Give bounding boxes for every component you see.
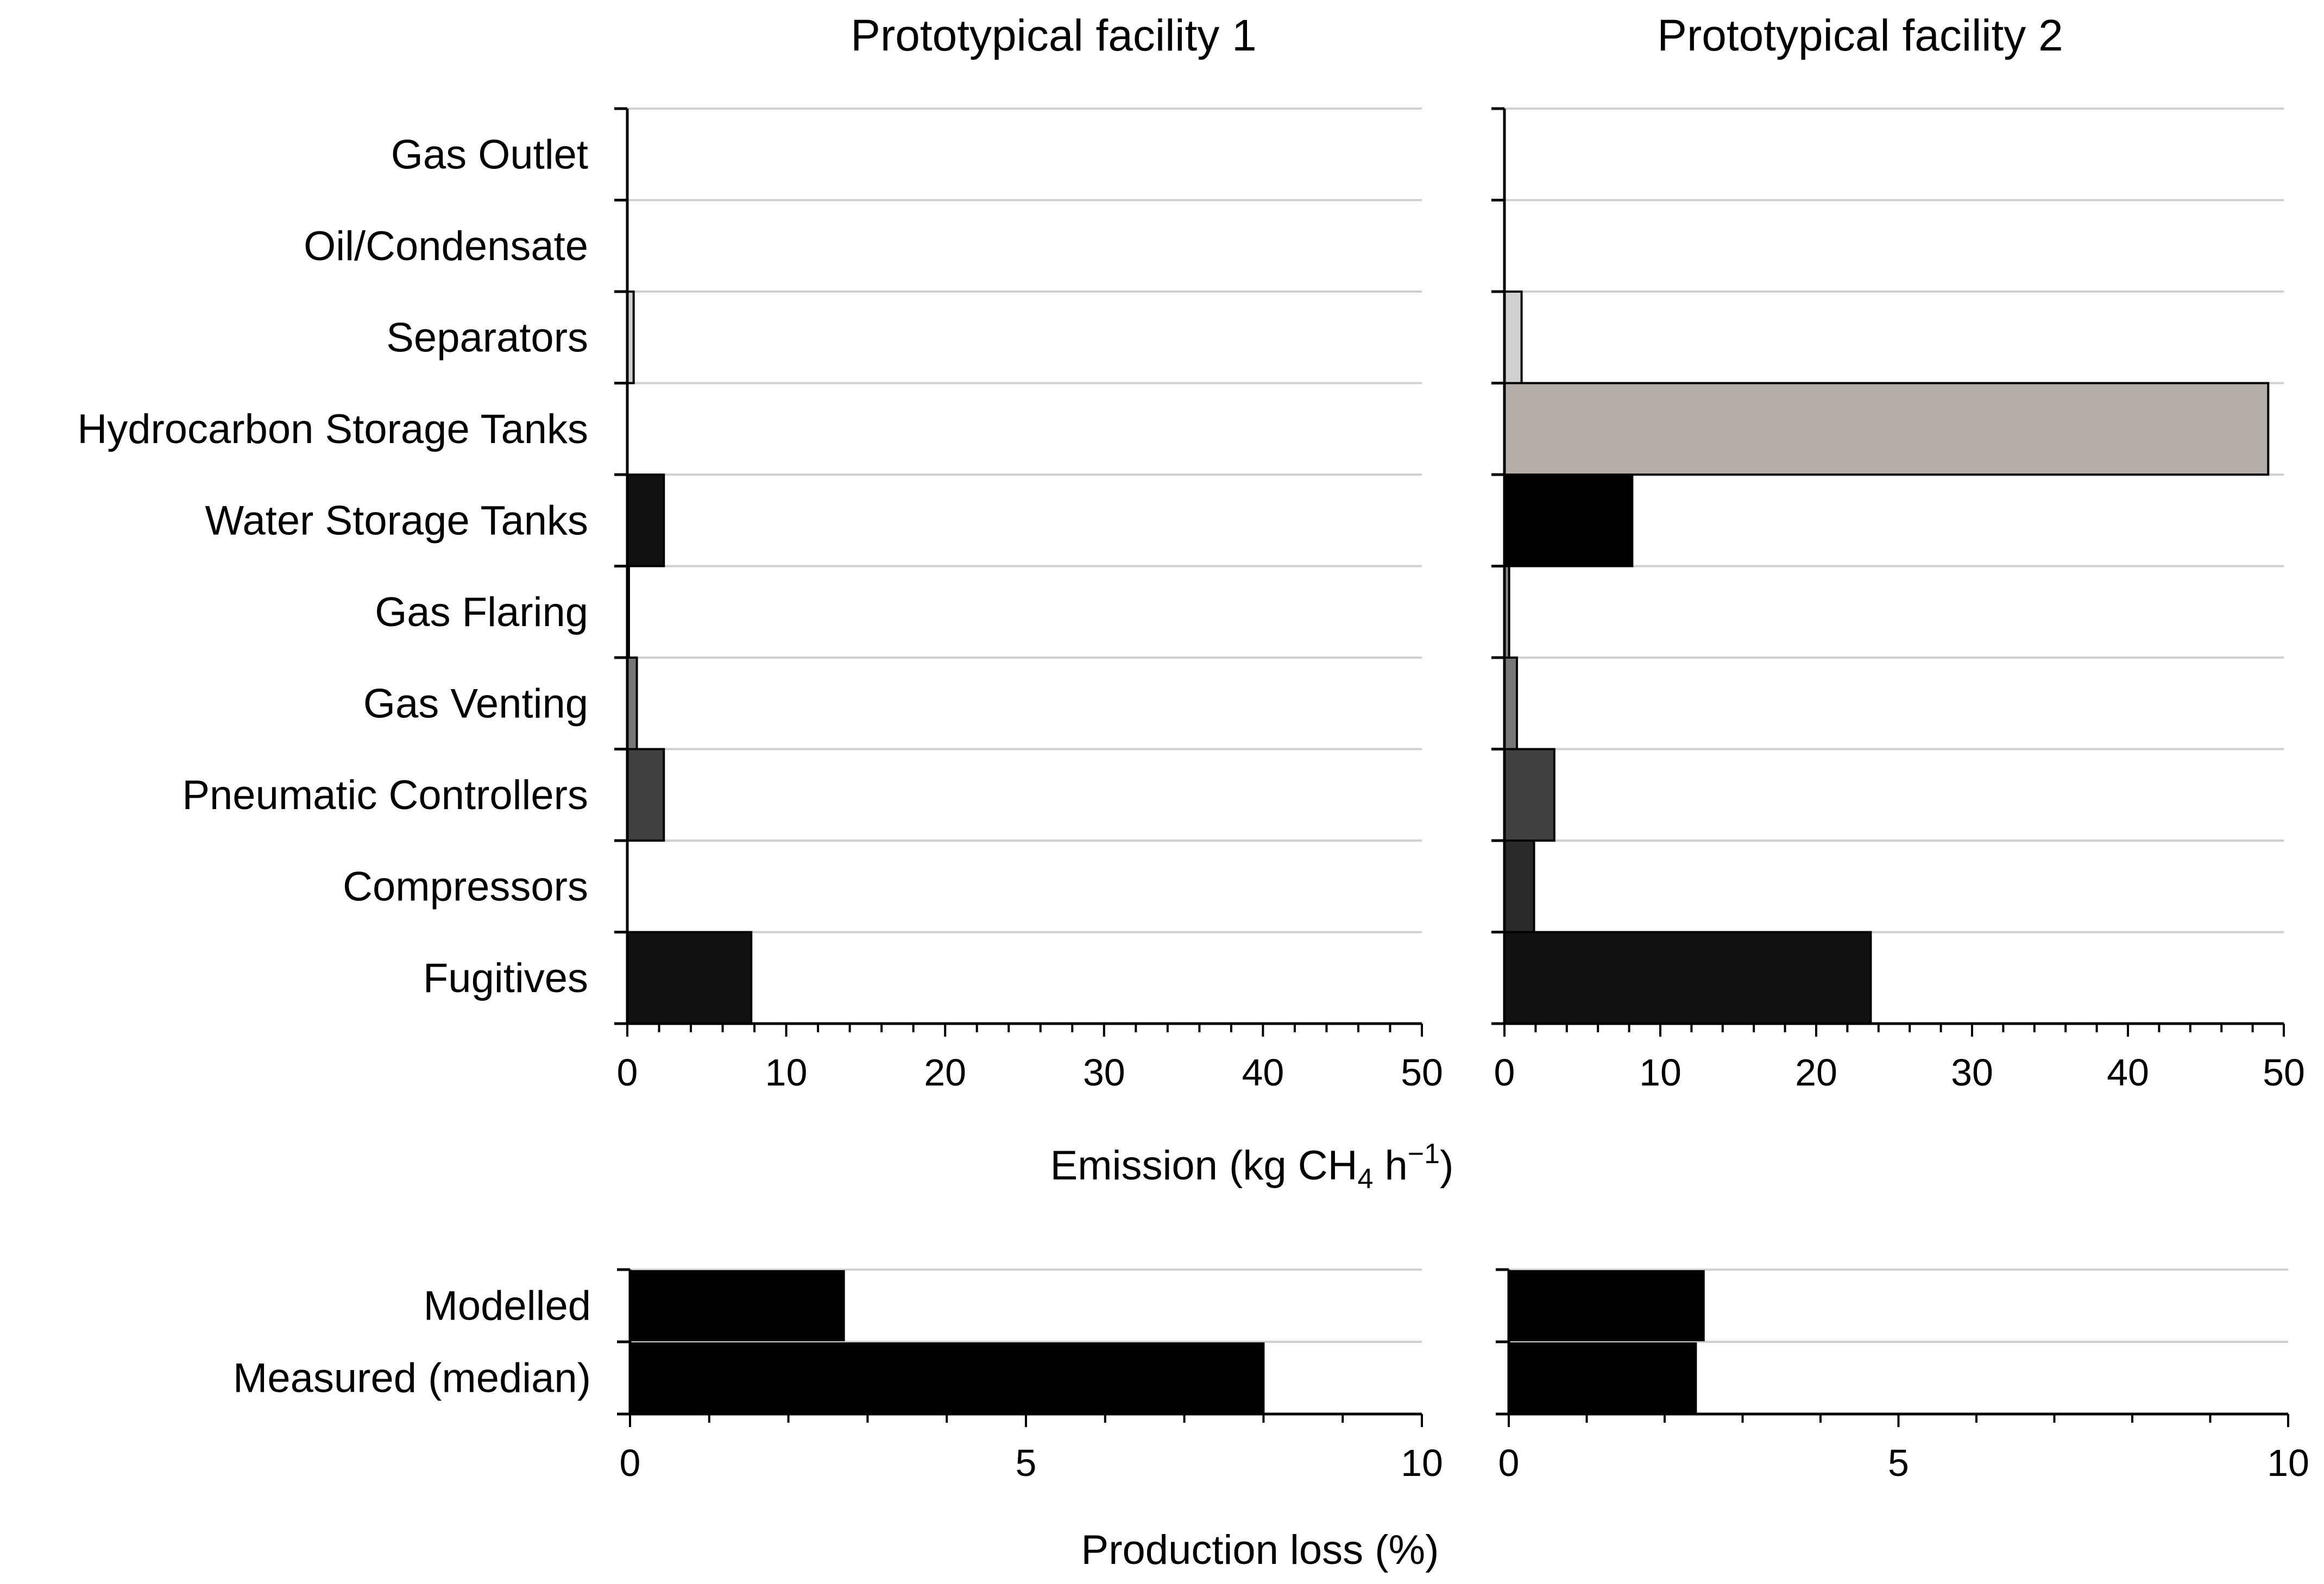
bar-fugitives	[1503, 931, 1872, 1025]
category-label: Compressors	[343, 863, 588, 910]
category-label: Measured (median)	[233, 1355, 591, 1402]
x-tick-label: 50	[1401, 1051, 1443, 1094]
bar-water-storage-tanks	[626, 474, 665, 567]
x-tick-label: 30	[1083, 1051, 1125, 1094]
chart-panels: Gas Outlet Oil/Condensate Separators Hydroc…	[77, 107, 2309, 1484]
category-label: Gas Outlet	[391, 131, 588, 178]
panel-title-facility-2: Prototypical facility 2	[1657, 11, 2063, 60]
x-tick-label: 0	[1498, 1442, 1520, 1484]
bar-gas-venting	[1503, 657, 1518, 750]
panel-title-facility-1: Prototypical facility 1	[851, 11, 1256, 60]
bar-modelled	[629, 1270, 845, 1341]
bar-separators	[1503, 291, 1523, 384]
x-tick-label: 40	[2107, 1051, 2149, 1094]
category-label: Fugitives	[423, 955, 588, 1001]
category-label: Modelled	[424, 1283, 591, 1329]
x-tick-label: 0	[617, 1051, 638, 1094]
x-tick-label: 40	[1242, 1051, 1284, 1094]
category-label: Gas Venting	[363, 680, 588, 727]
bar-measured-median-	[629, 1342, 1265, 1413]
panel-4: 0 5 10	[1496, 1268, 2309, 1484]
bar-pneumatic-controllers	[1503, 748, 1555, 842]
bar-hydrocarbon-storage-tanks	[1503, 382, 2270, 476]
panel-2: 0 10 20 30 40 50	[1491, 107, 2305, 1094]
category-label: Water Storage Tanks	[205, 497, 588, 544]
x-tick-label: 20	[1795, 1051, 1837, 1094]
x-tick-label: 0	[620, 1442, 641, 1484]
panel-1: Gas Outlet Oil/Condensate Separators Hydroc…	[77, 107, 1443, 1094]
x-tick-label: 5	[1888, 1442, 1909, 1484]
x-tick-label: 10	[765, 1051, 808, 1094]
category-label: Gas Flaring	[375, 589, 588, 635]
panel-3: Modelled Measured (median) 0 5 10	[233, 1268, 1443, 1484]
x-tick-label: 5	[1016, 1442, 1037, 1484]
production-axis-label: Production loss (%)	[1081, 1527, 1439, 1573]
x-tick-label: 20	[924, 1051, 966, 1094]
emission-axis-label: Emission (kg CH4 h−1)	[1050, 1138, 1454, 1195]
bar-measured-median-	[1508, 1342, 1697, 1413]
category-label: Separators	[386, 314, 588, 361]
category-label: Hydrocarbon Storage Tanks	[77, 406, 588, 452]
bar-compressors	[1503, 840, 1535, 933]
x-tick-label: 50	[2263, 1051, 2305, 1094]
bar-water-storage-tanks	[1503, 474, 1634, 567]
x-tick-label: 10	[1401, 1442, 1443, 1484]
bar-modelled	[1508, 1270, 1705, 1341]
category-label: Oil/Condensate	[304, 223, 588, 269]
x-tick-label: 0	[1494, 1051, 1515, 1094]
category-label: Pneumatic Controllers	[182, 772, 588, 818]
bar-pneumatic-controllers	[626, 748, 665, 842]
x-tick-label: 10	[1639, 1051, 1681, 1094]
bar-gas-venting	[626, 657, 638, 750]
x-tick-label: 30	[1951, 1051, 1993, 1094]
bar-fugitives	[626, 931, 753, 1025]
x-tick-label: 10	[2267, 1442, 2309, 1484]
